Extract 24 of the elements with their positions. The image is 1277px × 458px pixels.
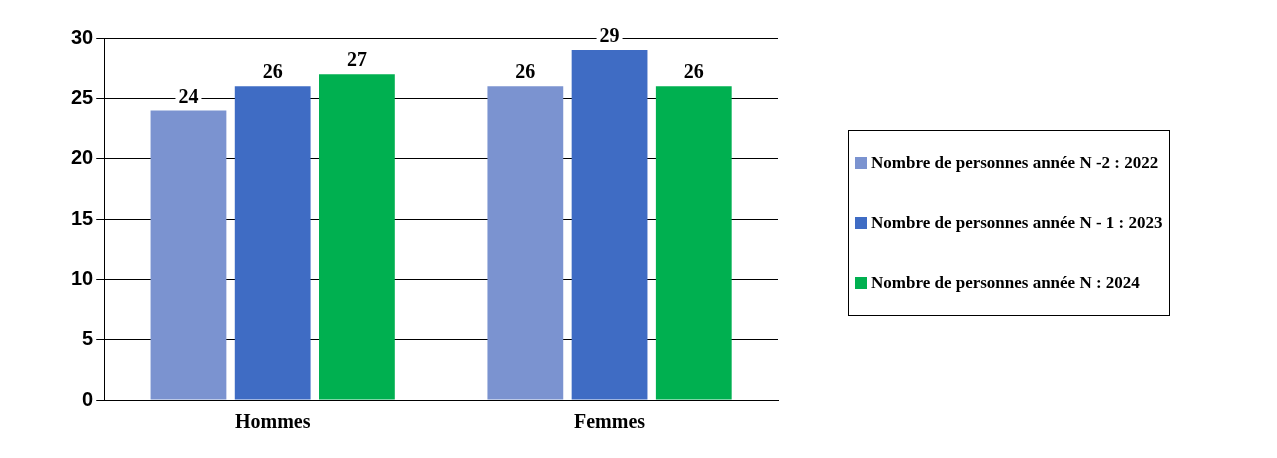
bar [571,50,648,400]
bar [234,86,311,400]
y-tick-label: 20 [71,146,94,169]
y-tick-label: 25 [71,85,94,108]
bar [487,86,564,400]
data-label: 29 [599,24,620,47]
y-tick-label: 0 [82,387,94,410]
bar [655,86,732,400]
legend-label: Nombre de personnes année N -2 : 2022 [871,153,1159,173]
data-label: 24 [178,84,199,107]
y-tick-label: 30 [71,25,94,48]
bar [319,74,395,400]
data-label: 27 [346,48,367,71]
x-tick-label: Hommes [234,410,311,433]
y-tick-label: 15 [71,206,94,229]
bar [150,110,227,400]
data-label: 26 [683,60,704,83]
data-label: 26 [262,60,283,83]
x-tick-label: Femmes [574,410,646,433]
legend-label: Nombre de personnes année N : 2024 [871,273,1140,293]
legend-label: Nombre de personnes année N - 1 : 2023 [871,213,1163,233]
y-tick-label: 5 [82,327,94,350]
data-label: 26 [515,60,536,83]
y-tick-label: 10 [71,266,94,289]
